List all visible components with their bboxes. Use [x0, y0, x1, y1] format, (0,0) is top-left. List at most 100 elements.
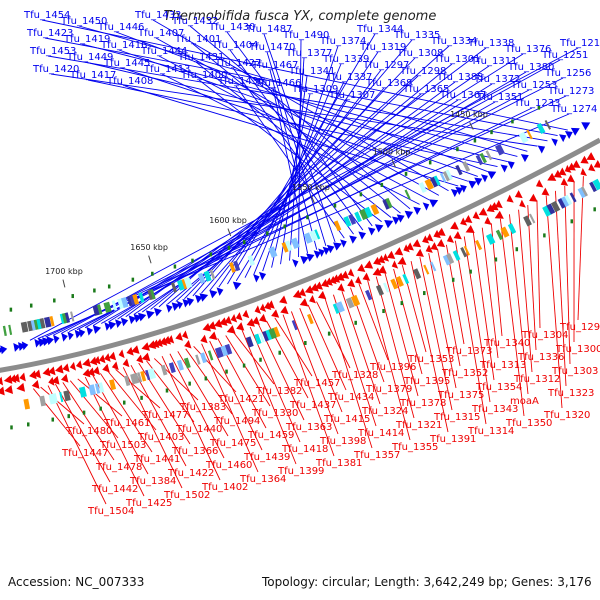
reverse-gene-arrow: [341, 270, 350, 279]
reverse-gene-arrow: [335, 272, 345, 281]
reverse-gene-arrow: [0, 386, 5, 396]
feature-marker: [259, 357, 262, 362]
annotation-block: [523, 215, 532, 227]
reverse-gene-arrow: [318, 290, 327, 300]
forward-gene-label: Tfu_1351: [476, 92, 523, 103]
annotation-block: [430, 261, 437, 272]
reverse-gene-label-leader-line: [367, 280, 411, 441]
reverse-gene-arrow: [347, 278, 356, 288]
forward-gene-label-leader-line: [68, 107, 533, 333]
forward-gene-label-leader-line: [198, 79, 382, 223]
annotation-block: [463, 245, 470, 256]
feature-marker: [151, 271, 154, 276]
annotation-block: [200, 352, 208, 364]
annotation-block: [485, 150, 493, 161]
forward-gene-label: Tfu_1408: [106, 76, 153, 87]
reverse-gene-label: Tfu_1480: [65, 426, 112, 437]
reverse-gene-label: Tfu_1323: [547, 388, 594, 399]
forward-gene-label: Tfu_1368: [365, 78, 412, 89]
annotation-block: [528, 213, 536, 224]
annotation-block: [132, 293, 140, 305]
reverse-gene-arrow: [506, 194, 514, 203]
scale-tick: [469, 122, 474, 130]
reverse-gene-label: Tfu_1422: [167, 468, 214, 479]
forward-gene-arrow: [422, 202, 430, 211]
reverse-gene-arrow: [541, 187, 550, 196]
feature-marker: [469, 269, 472, 274]
scale-tick: [391, 159, 396, 168]
reverse-gene-arrow: [141, 352, 151, 362]
forward-gene-label: Tfu_1490: [282, 30, 329, 41]
forward-gene-label: Tfu_1388: [436, 72, 483, 83]
feature-marker: [191, 258, 194, 263]
reverse-gene-label: Tfu_1461: [103, 418, 150, 429]
feature-marker: [515, 247, 519, 252]
forward-gene-arrow: [61, 332, 68, 342]
feature-marker: [131, 277, 135, 282]
reverse-gene-label: Tfu_1312: [513, 374, 560, 385]
reverse-gene-label: Tfu_1403: [137, 432, 184, 443]
feature-marker: [82, 410, 86, 415]
forward-gene-label: Tfu_1450: [60, 16, 107, 27]
feature-marker: [204, 376, 208, 381]
reverse-gene-arrow: [391, 260, 399, 269]
annotation-block: [412, 268, 422, 280]
annotation-block: [88, 384, 97, 396]
forward-gene-label-leader-line: [272, 87, 309, 254]
reverse-gene-arrow: [4, 385, 13, 394]
reverse-gene-arrow: [82, 358, 91, 367]
annotation-block: [265, 329, 274, 341]
annotation-block: [52, 393, 58, 404]
reverse-gene-arrow: [386, 250, 396, 259]
reverse-gene-label: Tfu_1504: [87, 506, 134, 517]
feature-marker: [188, 381, 191, 386]
forward-gene-label: Tfu_1335: [393, 30, 440, 41]
reverse-gene-label: Tfu_1321: [395, 420, 442, 431]
annotation-block: [23, 398, 31, 410]
forward-gene-arrow: [340, 239, 347, 248]
reverse-gene-arrow: [98, 354, 106, 364]
reverse-gene-arrow: [362, 272, 371, 281]
reverse-gene-label-leader-line: [282, 314, 335, 457]
reverse-gene-arrow: [92, 366, 101, 375]
forward-gene-arrow: [468, 180, 477, 189]
annotation-block: [495, 143, 505, 156]
forward-gene-arrow: [199, 293, 209, 302]
reverse-gene-label: Tfu_1398: [319, 436, 366, 447]
forward-gene-arrow: [455, 186, 464, 195]
annotation-block: [569, 192, 577, 203]
forward-gene-arrow: [145, 310, 155, 319]
annotation-block: [94, 383, 101, 394]
reverse-gene-label: Tfu_1502: [163, 490, 210, 501]
annotation-block: [70, 311, 75, 322]
reverse-gene-arrow: [377, 265, 387, 274]
forward-gene-label: Tfu_1413: [143, 64, 190, 75]
reverse-gene-arrow: [0, 376, 4, 386]
reverse-gene-arrow: [16, 382, 26, 392]
reverse-gene-arrow: [572, 160, 581, 169]
reverse-gene-arrow: [465, 224, 475, 234]
reverse-gene-label: Tfu_1440: [175, 424, 222, 435]
forward-gene-arrow: [137, 312, 147, 322]
reverse-gene-arrow: [450, 221, 459, 230]
feature-marker: [537, 105, 541, 110]
annotation-block: [273, 326, 281, 338]
annotation-block: [385, 197, 393, 209]
reverse-gene-label: Tfu_1324: [361, 406, 408, 417]
annotation-block: [580, 186, 588, 197]
reverse-gene-arrow: [586, 152, 596, 161]
reverse-gene-label: Tfu_1396: [369, 362, 416, 373]
reverse-gene-arrow: [309, 295, 316, 304]
annotation-block: [59, 391, 64, 403]
reverse-gene-arrow: [118, 349, 125, 359]
annotation-block: [30, 319, 37, 331]
forward-gene-arrow: [318, 248, 325, 257]
forward-gene-label-leader-line: [227, 33, 376, 285]
forward-gene-label: Tfu_1339: [322, 54, 369, 65]
forward-gene-label-leader-line: [92, 53, 524, 327]
forward-gene-label: Tfu_1470: [248, 42, 295, 53]
reverse-gene-arrow: [495, 200, 503, 209]
reverse-gene-arrow: [89, 356, 98, 366]
forward-gene-arrow: [300, 255, 309, 265]
reverse-gene-arrow: [104, 353, 111, 362]
